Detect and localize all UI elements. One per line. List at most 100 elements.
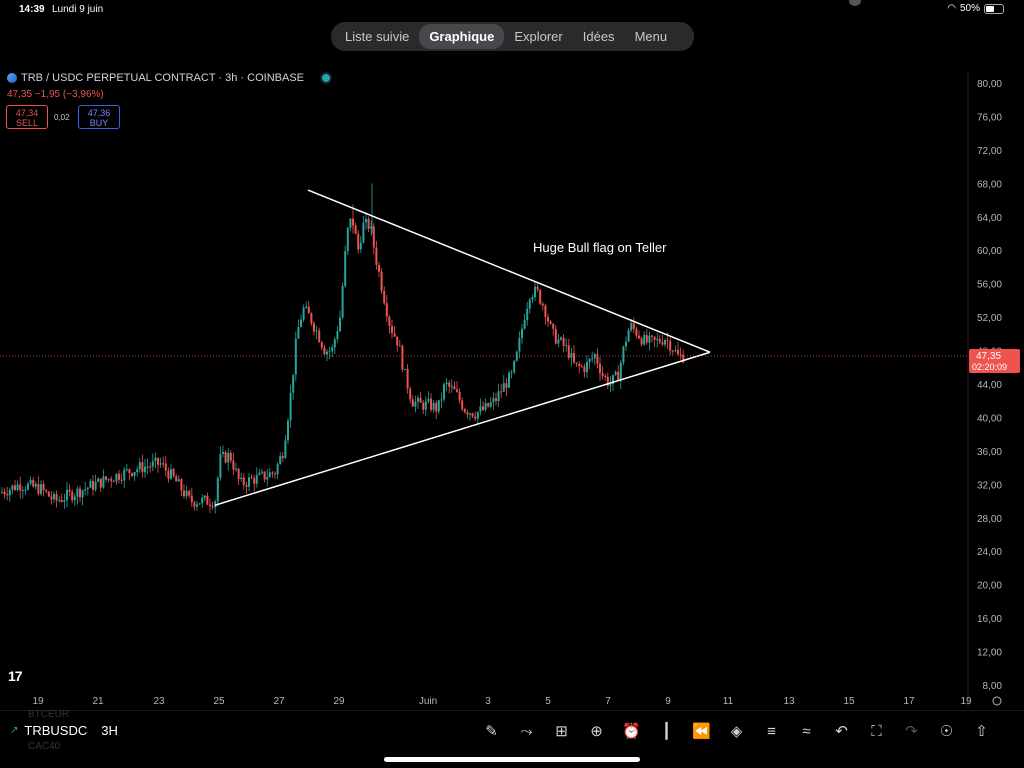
- candle-body: [261, 471, 263, 473]
- share-icon[interactable]: ⇧: [975, 723, 988, 740]
- candle-body: [128, 469, 131, 474]
- candle-body: [21, 489, 24, 491]
- home-indicator[interactable]: [384, 757, 640, 762]
- candle-body: [682, 354, 685, 363]
- settings-icon[interactable]: ≡: [767, 722, 776, 740]
- y-tick-label: 20,00: [977, 581, 1002, 592]
- battery-percent: 50%: [959, 3, 980, 14]
- candle-body: [653, 336, 656, 340]
- redo-icon[interactable]: ↷: [905, 723, 918, 740]
- candle-body: [263, 471, 266, 480]
- candle-body: [625, 341, 627, 347]
- status-right: ◠ 50%: [947, 3, 1004, 14]
- candle-body: [341, 286, 344, 318]
- candle-body: [300, 319, 302, 328]
- candle-body: [365, 218, 367, 223]
- candle-body: [16, 484, 19, 490]
- tab-menu[interactable]: Menu: [634, 29, 668, 44]
- tab-liste-suivie[interactable]: Liste suivie: [345, 29, 410, 44]
- candle-body: [211, 506, 214, 508]
- buy-button[interactable]: 47,36 BUY: [78, 105, 120, 129]
- candle-body: [417, 397, 419, 402]
- candle-body: [640, 338, 643, 345]
- candle-body: [549, 321, 552, 324]
- candle-body: [66, 489, 68, 501]
- top-nav: Liste suivie Graphique Explorer Idées Me…: [331, 22, 694, 51]
- price-chart[interactable]: 80,00 76,00 72,00 68,00 64,00 60,00 56,00 52,00…: [0, 72, 1024, 708]
- replay-icon[interactable]: ⏪: [692, 723, 711, 740]
- candle-body: [648, 335, 651, 343]
- interval-selector[interactable]: 3H: [101, 723, 118, 738]
- plus-icon[interactable]: ⊕: [590, 723, 603, 740]
- candle-body: [159, 463, 162, 465]
- alarm-icon[interactable]: ⏰: [622, 723, 641, 740]
- pen-icon[interactable]: ✎: [485, 723, 498, 740]
- candle-body: [614, 371, 617, 376]
- candle-body: [432, 402, 435, 410]
- candle-body: [79, 488, 81, 498]
- candle-body: [666, 340, 669, 342]
- candle-body: [320, 342, 323, 348]
- indicator-icon[interactable]: ⤳: [520, 722, 533, 740]
- candle-body: [453, 386, 456, 390]
- candle-body: [643, 335, 646, 345]
- candle-body: [664, 340, 666, 345]
- spread-value: 0,02: [54, 113, 70, 122]
- trend-icon[interactable]: ≈: [802, 722, 811, 740]
- bottom-toolbar: BTCEUR CAC40 ↗ TRBUSDC 3H ✎ ⤳ ⊞ ⊕ ⏰ ┃ ⏪ …: [0, 709, 1024, 752]
- symbol-selector[interactable]: ↗ TRBUSDC 3H: [10, 723, 118, 738]
- candle-body: [63, 500, 66, 502]
- candle-body: [58, 499, 61, 501]
- candle-body: [42, 484, 45, 491]
- candle-body: [32, 480, 35, 487]
- layers-icon[interactable]: ◈: [730, 723, 743, 740]
- candle-body: [219, 453, 222, 478]
- symbol-logo-icon: [7, 73, 17, 83]
- y-tick-label: 32,00: [977, 480, 1002, 491]
- sell-button[interactable]: 47,34 SELL: [6, 105, 48, 129]
- candle-body: [385, 303, 388, 317]
- tool-icons: ✎ ⤳ ⊞ ⊕ ⏰ ┃ ⏪ ◈ ≡ ≈ ↶ ⛶ ↷ ☉ ⇧: [474, 721, 999, 741]
- candle-body: [562, 337, 565, 346]
- undo-icon[interactable]: ↶: [835, 723, 848, 740]
- symbol-title: TRB / USDC PERPETUAL CONTRACT · 3h · COI…: [21, 72, 304, 84]
- candle-body: [125, 469, 128, 471]
- candle-body: [162, 463, 165, 465]
- candle-body: [370, 226, 373, 229]
- candle-body: [539, 289, 542, 304]
- candle-body: [372, 226, 375, 248]
- tab-explorer[interactable]: Explorer: [514, 29, 563, 44]
- candle-body: [346, 227, 349, 252]
- candle-body: [622, 346, 625, 363]
- candle-body: [393, 333, 396, 337]
- candle-body: [588, 358, 591, 362]
- grid-icon[interactable]: ⊞: [555, 723, 568, 740]
- candle-body: [578, 363, 581, 367]
- candle-body: [586, 361, 588, 373]
- candle-body: [344, 251, 347, 287]
- fullscreen-icon[interactable]: ⛶: [871, 722, 882, 740]
- tab-idees[interactable]: Idées: [582, 29, 615, 44]
- candle-body: [315, 330, 318, 332]
- candle-body: [349, 218, 352, 228]
- candle-body: [185, 490, 188, 497]
- candle-body: [422, 402, 425, 410]
- candle-body: [484, 403, 487, 410]
- candle-body: [232, 460, 235, 470]
- idea-icon[interactable]: ☉: [939, 723, 954, 740]
- candle-body: [679, 354, 682, 356]
- candle-body: [409, 388, 412, 400]
- candles-icon[interactable]: ┃: [661, 723, 672, 740]
- y-tick-label: 52,00: [977, 313, 1002, 324]
- y-tick-label: 24,00: [977, 547, 1002, 558]
- candle-body: [250, 477, 253, 479]
- candle-body: [419, 397, 422, 403]
- symbol-line[interactable]: TRB / USDC PERPETUAL CONTRACT · 3h · COI…: [7, 72, 330, 84]
- candle-body: [495, 398, 497, 401]
- tab-graphique[interactable]: Graphique: [419, 24, 505, 49]
- candle-body: [505, 383, 508, 388]
- candle-body: [237, 468, 240, 480]
- candle-body: [487, 403, 490, 407]
- candle-body: [198, 503, 201, 505]
- upper-trendline: [307, 189, 711, 353]
